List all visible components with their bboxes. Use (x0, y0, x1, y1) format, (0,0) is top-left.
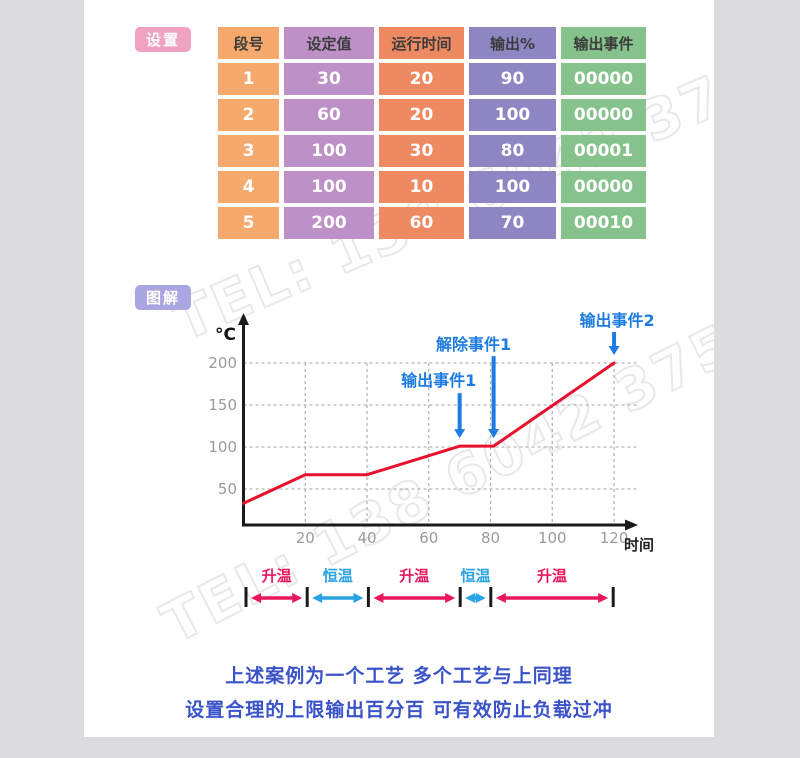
table-cell: 00000 (561, 171, 646, 203)
table-cell: 00000 (561, 63, 646, 95)
table-cell: 100 (469, 171, 556, 203)
chart-gridlines (243, 362, 638, 525)
table-cell: 100 (284, 135, 374, 167)
footer-note-line1: 上述案例为一个工艺 多个工艺与上同理 (225, 665, 573, 687)
phase-boundary-tick (366, 587, 370, 607)
temperature-profile-chart: 50 100 150 200 20 40 60 80 100 120 °C 时间 输出事件1 解除事… (208, 311, 655, 554)
phase-arrowhead-left (465, 593, 476, 603)
y-tick-label: 50 (218, 480, 237, 498)
diagram-badge: 图解 (135, 285, 191, 310)
table-cell: 1 (218, 63, 279, 95)
settings-badge: 设置 (135, 27, 191, 52)
chart-axes (238, 313, 638, 531)
x-tick-label: 60 (419, 529, 438, 547)
phase-arrowhead-right (445, 593, 456, 603)
annotation-arrowhead (454, 429, 466, 439)
x-axis-title: 时间 (624, 536, 654, 554)
segment-settings-table: 段号 设定值 运行时间 输出% 输出事件 1 30 20 90 00000 2 … (218, 27, 646, 239)
table-cell: 10 (379, 171, 464, 203)
table-cell: 20 (379, 63, 464, 95)
x-tick-label: 120 (600, 529, 629, 547)
x-tick-label: 40 (357, 529, 376, 547)
phase-arrowhead-right (292, 593, 303, 603)
x-tick-label: 80 (481, 529, 500, 547)
temperature-line (242, 361, 616, 505)
annotation-arrowhead (488, 429, 500, 439)
table-cell: 5 (218, 207, 279, 239)
table-cell: 00010 (561, 207, 646, 239)
table-cell: 60 (379, 207, 464, 239)
annotation-label: 输出事件2 (579, 311, 654, 330)
phase-arrowhead-right (353, 593, 364, 603)
table-cell: 100 (284, 171, 374, 203)
phase-arrowhead-right (475, 593, 486, 603)
table-cell: 00000 (561, 99, 646, 131)
phase-label: 恒温 (323, 567, 353, 585)
column-header-runtime: 运行时间 (379, 27, 464, 59)
table-cell: 3 (218, 135, 279, 167)
footer-note-line2: 设置合理的上限输出百分百 可有效防止负载过冲 (185, 699, 613, 721)
phase-boundary-tick (489, 587, 493, 607)
y-axis-unit-label: °C (215, 325, 236, 345)
y-axis-arrowhead (238, 313, 249, 325)
annotation-label: 输出事件1 (401, 371, 476, 390)
table-cell: 100 (469, 99, 556, 131)
phase-label: 升温 (262, 567, 292, 585)
x-tick-label: 20 (296, 529, 315, 547)
phase-label: 恒温 (460, 567, 490, 585)
phase-arrowhead-right (598, 593, 609, 603)
phase-strip: 升温 恒温 升温 恒温 升温 (244, 567, 615, 607)
column-header-output: 输出% (469, 27, 556, 59)
y-tick-label: 100 (208, 438, 237, 456)
table-cell: 2 (218, 99, 279, 131)
column-header-segment: 段号 (218, 27, 279, 59)
y-tick-label: 200 (208, 354, 237, 372)
phase-arrowhead-left (373, 593, 384, 603)
phase-boundary-tick (458, 587, 462, 607)
content-panel: TEL: 138 6042 3750 TEL: 138 6042 3750 设置… (84, 0, 714, 737)
phase-label: 升温 (537, 567, 567, 585)
phase-arrowhead-left (251, 593, 261, 603)
annotation-label: 解除事件1 (436, 335, 511, 354)
table-cell: 90 (469, 63, 556, 95)
table-cell: 00001 (561, 135, 646, 167)
annotation-arrowhead (608, 346, 620, 355)
phase-label: 升温 (399, 567, 429, 585)
phase-boundary-tick (611, 587, 615, 607)
chart-tick-labels: 50 100 150 200 20 40 60 80 100 120 (208, 354, 628, 547)
phase-arrowhead-left (495, 593, 506, 603)
x-tick-label: 100 (538, 529, 567, 547)
phase-boundary-tick (244, 587, 248, 607)
table-cell: 200 (284, 207, 374, 239)
temperature-polyline (242, 361, 616, 505)
column-header-setvalue: 设定值 (284, 27, 374, 59)
table-cell: 20 (379, 99, 464, 131)
table-cell: 30 (284, 63, 374, 95)
event-annotations: 输出事件1 解除事件1 输出事件2 (401, 311, 655, 439)
table-cell: 70 (469, 207, 556, 239)
phase-arrowhead-left (312, 593, 323, 603)
column-header-event: 输出事件 (561, 27, 646, 59)
x-axis-arrowhead (625, 519, 638, 531)
y-tick-label: 150 (208, 396, 237, 414)
phase-boundary-tick (305, 587, 309, 607)
table-cell: 60 (284, 99, 374, 131)
table-cell: 80 (469, 135, 556, 167)
table-cell: 4 (218, 171, 279, 203)
table-cell: 30 (379, 135, 464, 167)
